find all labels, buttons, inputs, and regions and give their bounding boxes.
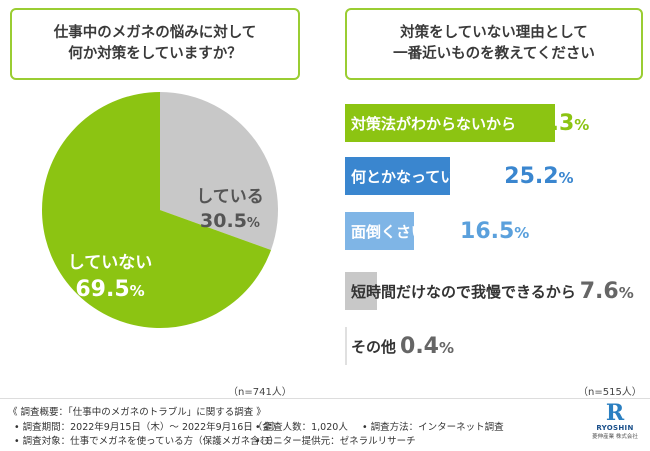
left-question-line1: 仕事中のメガネの悩みに対して <box>53 25 257 41</box>
left-sample-size: （n=741人） <box>228 387 292 398</box>
logo-mark-icon: R <box>605 400 625 426</box>
bar-value-troublesome: 16.5% <box>460 218 530 244</box>
bar-label-troublesome: 面倒くさいから <box>351 222 457 241</box>
bar-row-other: その他 0.4% <box>345 327 454 365</box>
right-sample-size: （n=515人） <box>578 387 642 398</box>
bar-row-manageable: 何とかなっているから 25.2% <box>345 157 574 195</box>
bar-value-manageable: 25.2% <box>504 163 574 189</box>
bar-manageable <box>345 157 451 195</box>
bar-other <box>345 327 347 365</box>
survey-period: • 調査期間：2022年9月15日（木）～ 2022年9月16日（金） <box>14 422 282 433</box>
bar-value-unknown-method: 50.3% <box>520 110 590 136</box>
bar-bearable <box>345 272 377 310</box>
bar-label-bearable: 短時間だけなので我慢できるから <box>351 282 576 301</box>
survey-respondents: • 調査人数：1,020人 <box>255 422 348 433</box>
bar-troublesome <box>345 212 414 250</box>
pie-label-doing: している <box>196 187 264 207</box>
logo-subtitle: 菱伸産業 株式会社 <box>592 434 638 440</box>
bar-label-manageable: 何とかなっているから <box>351 167 501 186</box>
survey-target: • 調査対象：仕事でメガネを使っている方（保護メガネ含む） <box>14 436 279 447</box>
pie-label-not-doing: していない <box>68 253 153 273</box>
right-question-box: 対策をしていない理由として 一番近いものを教えてください <box>345 8 643 80</box>
bar-label-unknown-method: 対策法がわからないから <box>351 114 517 133</box>
pie-slice-doing <box>160 92 278 250</box>
bar-label-other: その他 <box>351 337 397 356</box>
survey-summary: 《 調査概要：「仕事中のメガネのトラブル」に関する調査 》 <box>8 407 266 418</box>
pie-value-not-doing: 69.5% <box>75 277 144 302</box>
left-question-line2: 何か対策をしていますか？ <box>68 46 242 62</box>
pie-value-doing: 30.5% <box>200 210 260 232</box>
bar-value-other: 0.4% <box>400 333 455 359</box>
survey-footer: 《 調査概要：「仕事中のメガネのトラブル」に関する調査 》 • 調査期間：202… <box>0 398 650 451</box>
right-question-line1: 対策をしていない理由として <box>400 25 588 41</box>
survey-provider: • モニター提供元：ゼネラルリサーチ <box>255 436 416 447</box>
bar-unknown-method <box>345 104 555 142</box>
bar-row-bearable: 短時間だけなので我慢できるから 7.6% <box>345 272 634 310</box>
survey-method: • 調査方法：インターネット調査 <box>362 422 504 433</box>
left-question-box: 仕事中のメガネの悩みに対して 何か対策をしていますか？ <box>10 8 300 80</box>
bar-value-bearable: 7.6% <box>579 278 634 304</box>
bar-row-troublesome: 面倒くさいから 16.5% <box>345 212 529 250</box>
pie-slice-not-doing <box>41 92 272 328</box>
pie-chart: している 30.5% していない 69.5% <box>41 92 278 328</box>
company-logo: R RYOSHIN 菱伸産業 株式会社 <box>590 402 640 440</box>
logo-name: RYOSHIN <box>596 424 634 432</box>
bar-row-unknown-method: 対策法がわからないから 50.3% <box>345 104 589 142</box>
right-question-line2: 一番近いものを教えてください <box>393 46 595 62</box>
